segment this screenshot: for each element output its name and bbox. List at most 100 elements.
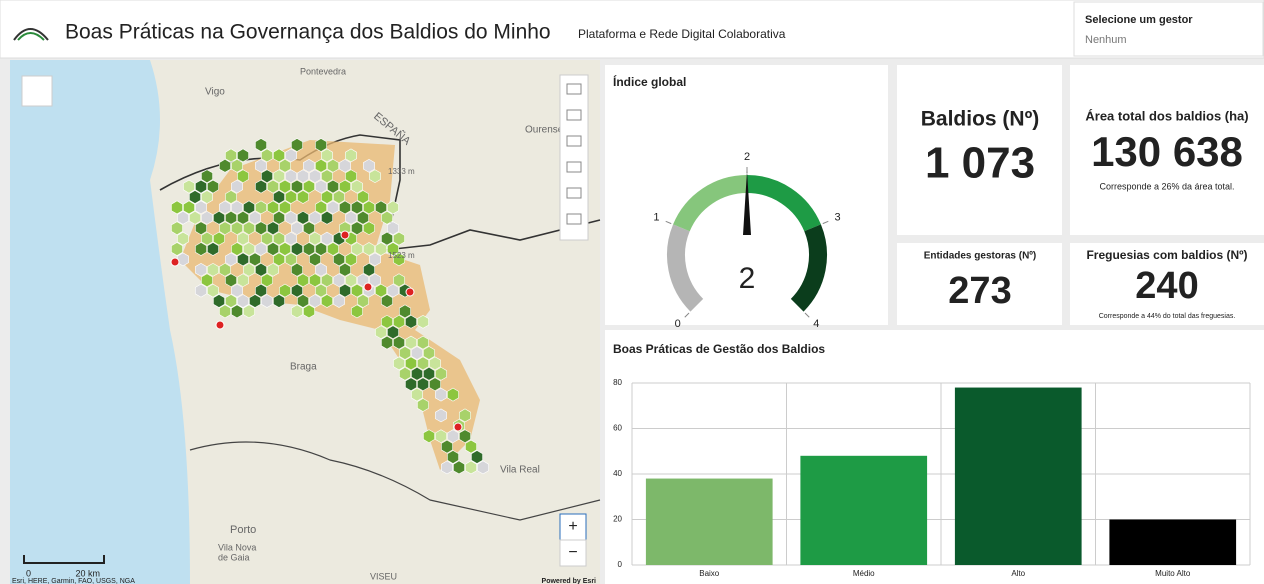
hexagon bbox=[399, 346, 411, 360]
hexagon bbox=[201, 210, 213, 225]
hexagon bbox=[393, 231, 405, 246]
hexagon bbox=[255, 283, 267, 298]
card-title: Entidades gestoras (Nº) bbox=[924, 251, 1037, 262]
place-label: Braga bbox=[290, 362, 317, 373]
hexagon bbox=[195, 283, 207, 298]
hexagon bbox=[387, 200, 399, 215]
title: Boas Práticas na Governança dos Baldios … bbox=[65, 21, 551, 44]
header bbox=[0, 0, 1264, 59]
toolbar-button[interactable] bbox=[566, 213, 582, 225]
hexagon bbox=[321, 294, 333, 308]
hexagon bbox=[315, 179, 327, 194]
toolbar-button[interactable] bbox=[566, 83, 582, 95]
hexagon bbox=[291, 221, 303, 236]
hexagon bbox=[249, 210, 261, 225]
hexagon bbox=[315, 283, 327, 298]
place-label: 1333 m bbox=[388, 167, 415, 176]
toolbar-button[interactable] bbox=[566, 135, 582, 147]
gauge-tick-label: 2 bbox=[744, 151, 750, 163]
marker bbox=[363, 282, 373, 292]
hexagon bbox=[315, 262, 327, 277]
toolbar-button[interactable] bbox=[566, 187, 582, 199]
hexagon bbox=[465, 439, 477, 454]
hexagon bbox=[351, 304, 363, 319]
tool-button[interactable] bbox=[21, 75, 53, 107]
hexagon bbox=[453, 460, 465, 475]
hexagon bbox=[267, 242, 279, 256]
gauge-needle bbox=[743, 171, 751, 235]
hexagon bbox=[189, 190, 201, 204]
hexagon bbox=[429, 377, 441, 392]
hexagon bbox=[231, 242, 243, 256]
hexagon bbox=[195, 242, 207, 256]
hexagon bbox=[243, 262, 255, 277]
hexagon bbox=[225, 210, 237, 225]
hexagon bbox=[273, 169, 285, 184]
subtitle: Plataforma e Rede Digital Colaborativa bbox=[578, 27, 786, 41]
hexagon bbox=[189, 210, 201, 225]
place-label: Vigo bbox=[205, 87, 225, 98]
hexagon bbox=[225, 273, 237, 288]
bar bbox=[800, 455, 928, 565]
hexagon bbox=[285, 190, 297, 204]
hexagon bbox=[423, 346, 435, 360]
card-note: Corresponde a 26% da área total. bbox=[1099, 181, 1234, 191]
card-title: Baldios (Nº) bbox=[921, 108, 1040, 131]
hexagon bbox=[393, 335, 405, 350]
x-tick-label: Baixo bbox=[699, 569, 720, 578]
hexagon bbox=[231, 304, 243, 319]
hexagon bbox=[249, 252, 261, 267]
hexagon bbox=[231, 221, 243, 236]
toolbar bbox=[559, 74, 589, 241]
hexagon bbox=[171, 221, 183, 236]
selector-value[interactable]: Nenhum bbox=[1085, 34, 1127, 46]
hexagon bbox=[273, 231, 285, 246]
hexagon bbox=[207, 262, 219, 277]
hexagon bbox=[255, 138, 267, 152]
hexagon bbox=[255, 158, 267, 173]
hexagon bbox=[171, 200, 183, 215]
selector[interactable] bbox=[1073, 1, 1264, 57]
hexagon bbox=[405, 314, 417, 329]
hexagon bbox=[459, 429, 471, 444]
hexagon bbox=[279, 283, 291, 298]
hexagon bbox=[195, 179, 207, 194]
hexagon bbox=[207, 242, 219, 256]
hexagon bbox=[381, 231, 393, 246]
hexagon bbox=[171, 242, 183, 256]
card-title: Área total dos baldios (ha) bbox=[1085, 108, 1248, 123]
hexagon bbox=[285, 148, 297, 163]
hexagon bbox=[417, 398, 429, 412]
zoom-in[interactable] bbox=[559, 513, 587, 541]
hexagon bbox=[255, 221, 267, 236]
hexagon bbox=[207, 179, 219, 194]
hexagon bbox=[237, 273, 249, 288]
hexagon bbox=[231, 283, 243, 298]
powered-by: Powered by Esri bbox=[542, 578, 597, 584]
toolbar-button[interactable] bbox=[566, 161, 582, 173]
hexagon bbox=[273, 294, 285, 308]
zoom-out[interactable] bbox=[559, 539, 587, 567]
hexagon bbox=[201, 190, 213, 204]
hexagon bbox=[255, 179, 267, 194]
hexagon bbox=[291, 283, 303, 298]
hexagon bbox=[243, 200, 255, 215]
hexagon bbox=[237, 252, 249, 267]
hexagon bbox=[339, 179, 351, 194]
gauge-tick bbox=[665, 220, 672, 225]
toolbar-button[interactable] bbox=[566, 109, 582, 121]
gauge-tick bbox=[684, 312, 690, 318]
hexagon bbox=[225, 294, 237, 308]
hexagon bbox=[255, 200, 267, 215]
hexagon bbox=[279, 179, 291, 194]
gauge-band bbox=[746, 175, 821, 232]
hexagon bbox=[273, 190, 285, 204]
hexagon bbox=[405, 377, 417, 392]
hexagon bbox=[333, 252, 345, 267]
hexagon bbox=[273, 210, 285, 225]
hexagon bbox=[381, 314, 393, 329]
hexagon bbox=[177, 252, 189, 267]
hexagon bbox=[429, 356, 441, 371]
hexagon bbox=[297, 190, 309, 204]
